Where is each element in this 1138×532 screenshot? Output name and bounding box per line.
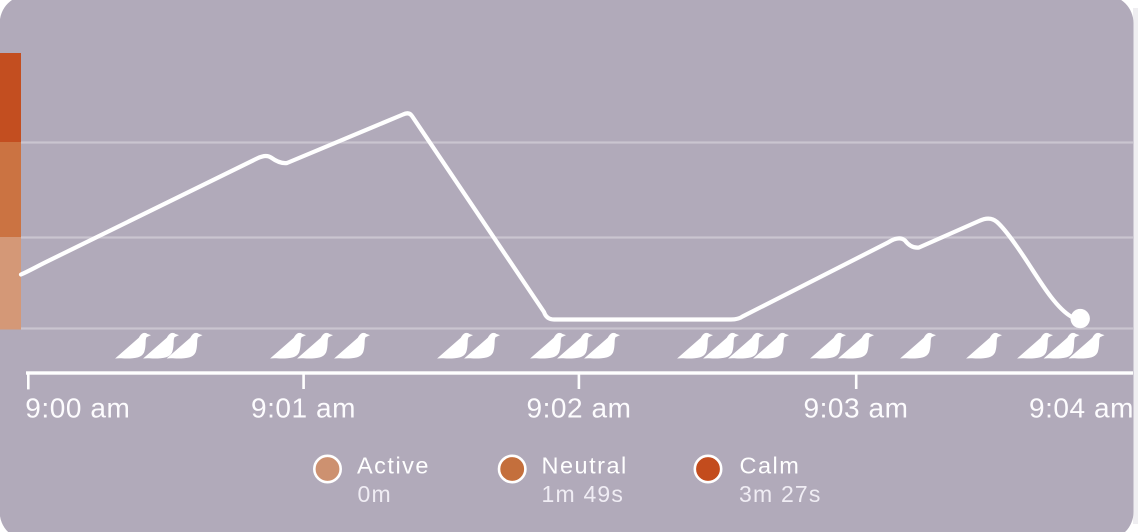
svg-text:Neutral: Neutral [542,453,628,479]
svg-text:Active: Active [357,453,430,479]
svg-text:Calm: Calm [740,453,801,479]
svg-text:1m 49s: 1m 49s [542,481,625,507]
svg-text:9:02 am: 9:02 am [526,393,631,424]
svg-text:9:01 am: 9:01 am [251,393,356,424]
svg-text:9:00 am: 9:00 am [25,393,130,424]
svg-text:0m: 0m [358,481,392,507]
svg-text:9:04 am: 9:04 am [1029,393,1134,424]
svg-text:3m 27s: 3m 27s [739,481,822,507]
svg-text:9:03 am: 9:03 am [803,393,908,424]
